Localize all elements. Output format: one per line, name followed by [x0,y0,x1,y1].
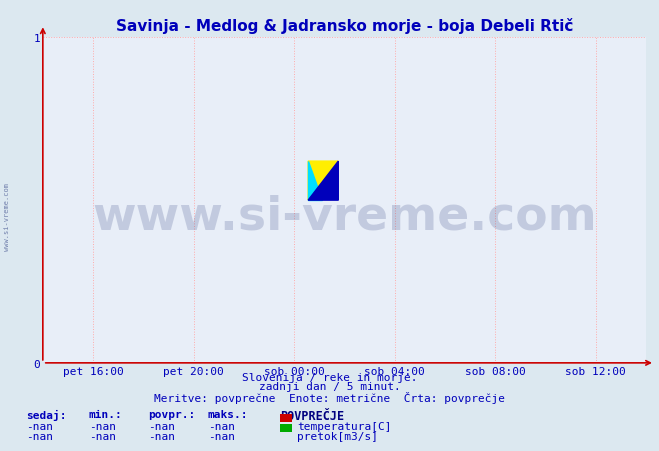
Text: -nan: -nan [89,421,116,431]
Text: -nan: -nan [26,431,53,441]
Text: -nan: -nan [89,431,116,441]
Polygon shape [308,162,338,201]
Text: www.si-vreme.com: www.si-vreme.com [3,183,10,250]
Text: pretok[m3/s]: pretok[m3/s] [297,431,378,441]
Text: POVPREČJE: POVPREČJE [280,409,344,422]
Text: min.:: min.: [89,409,123,419]
Polygon shape [308,162,322,201]
Text: sedaj:: sedaj: [26,409,67,420]
Text: -nan: -nan [208,421,235,431]
Title: Savinja - Medlog & Jadransko morje - boja Debeli Rtič: Savinja - Medlog & Jadransko morje - boj… [115,18,573,34]
Text: -nan: -nan [148,421,175,431]
Text: maks.:: maks.: [208,409,248,419]
Text: -nan: -nan [148,431,175,441]
Text: temperatura[C]: temperatura[C] [297,421,391,431]
Polygon shape [308,162,338,201]
Text: Slovenija / reke in morje.: Slovenija / reke in morje. [242,372,417,382]
Text: povpr.:: povpr.: [148,409,196,419]
Text: Meritve: povprečne  Enote: metrične  Črta: povprečje: Meritve: povprečne Enote: metrične Črta:… [154,391,505,403]
Text: -nan: -nan [26,421,53,431]
Text: zadnji dan / 5 minut.: zadnji dan / 5 minut. [258,381,401,391]
Text: -nan: -nan [208,431,235,441]
Text: www.si-vreme.com: www.si-vreme.com [92,194,596,239]
